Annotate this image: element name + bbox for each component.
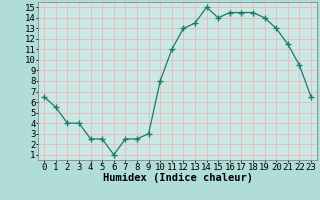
- X-axis label: Humidex (Indice chaleur): Humidex (Indice chaleur): [103, 173, 252, 183]
